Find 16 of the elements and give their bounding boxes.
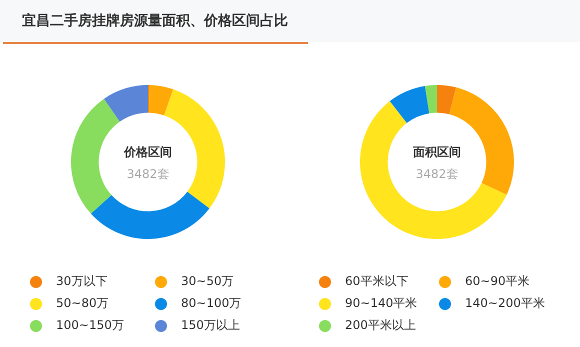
legend-label: 100~150万 — [56, 317, 124, 334]
text: 面积区间 — [412, 144, 462, 161]
legend-label: 90~140平米 — [345, 295, 418, 312]
legend-label: 60~90平米 — [465, 273, 530, 290]
legend-label: 30~50万 — [181, 273, 234, 290]
legend-label: 200平米以上 — [345, 317, 416, 334]
text: 3482套 — [126, 166, 170, 183]
text: 价格区间 — [122, 144, 173, 161]
legend-label: 150万以上 — [181, 317, 240, 334]
legend-label: 60平米以下 — [345, 273, 408, 290]
legend-label: 50~80万 — [56, 295, 109, 312]
text: 宜昌二手房挂牌房源量面积、价格区间占比 — [22, 12, 288, 30]
legend-label: 80~100万 — [181, 295, 242, 312]
text: 3482套 — [414, 166, 460, 183]
legend-label: 140~200平米 — [465, 295, 545, 312]
legend-label: 30万以下 — [56, 273, 108, 290]
